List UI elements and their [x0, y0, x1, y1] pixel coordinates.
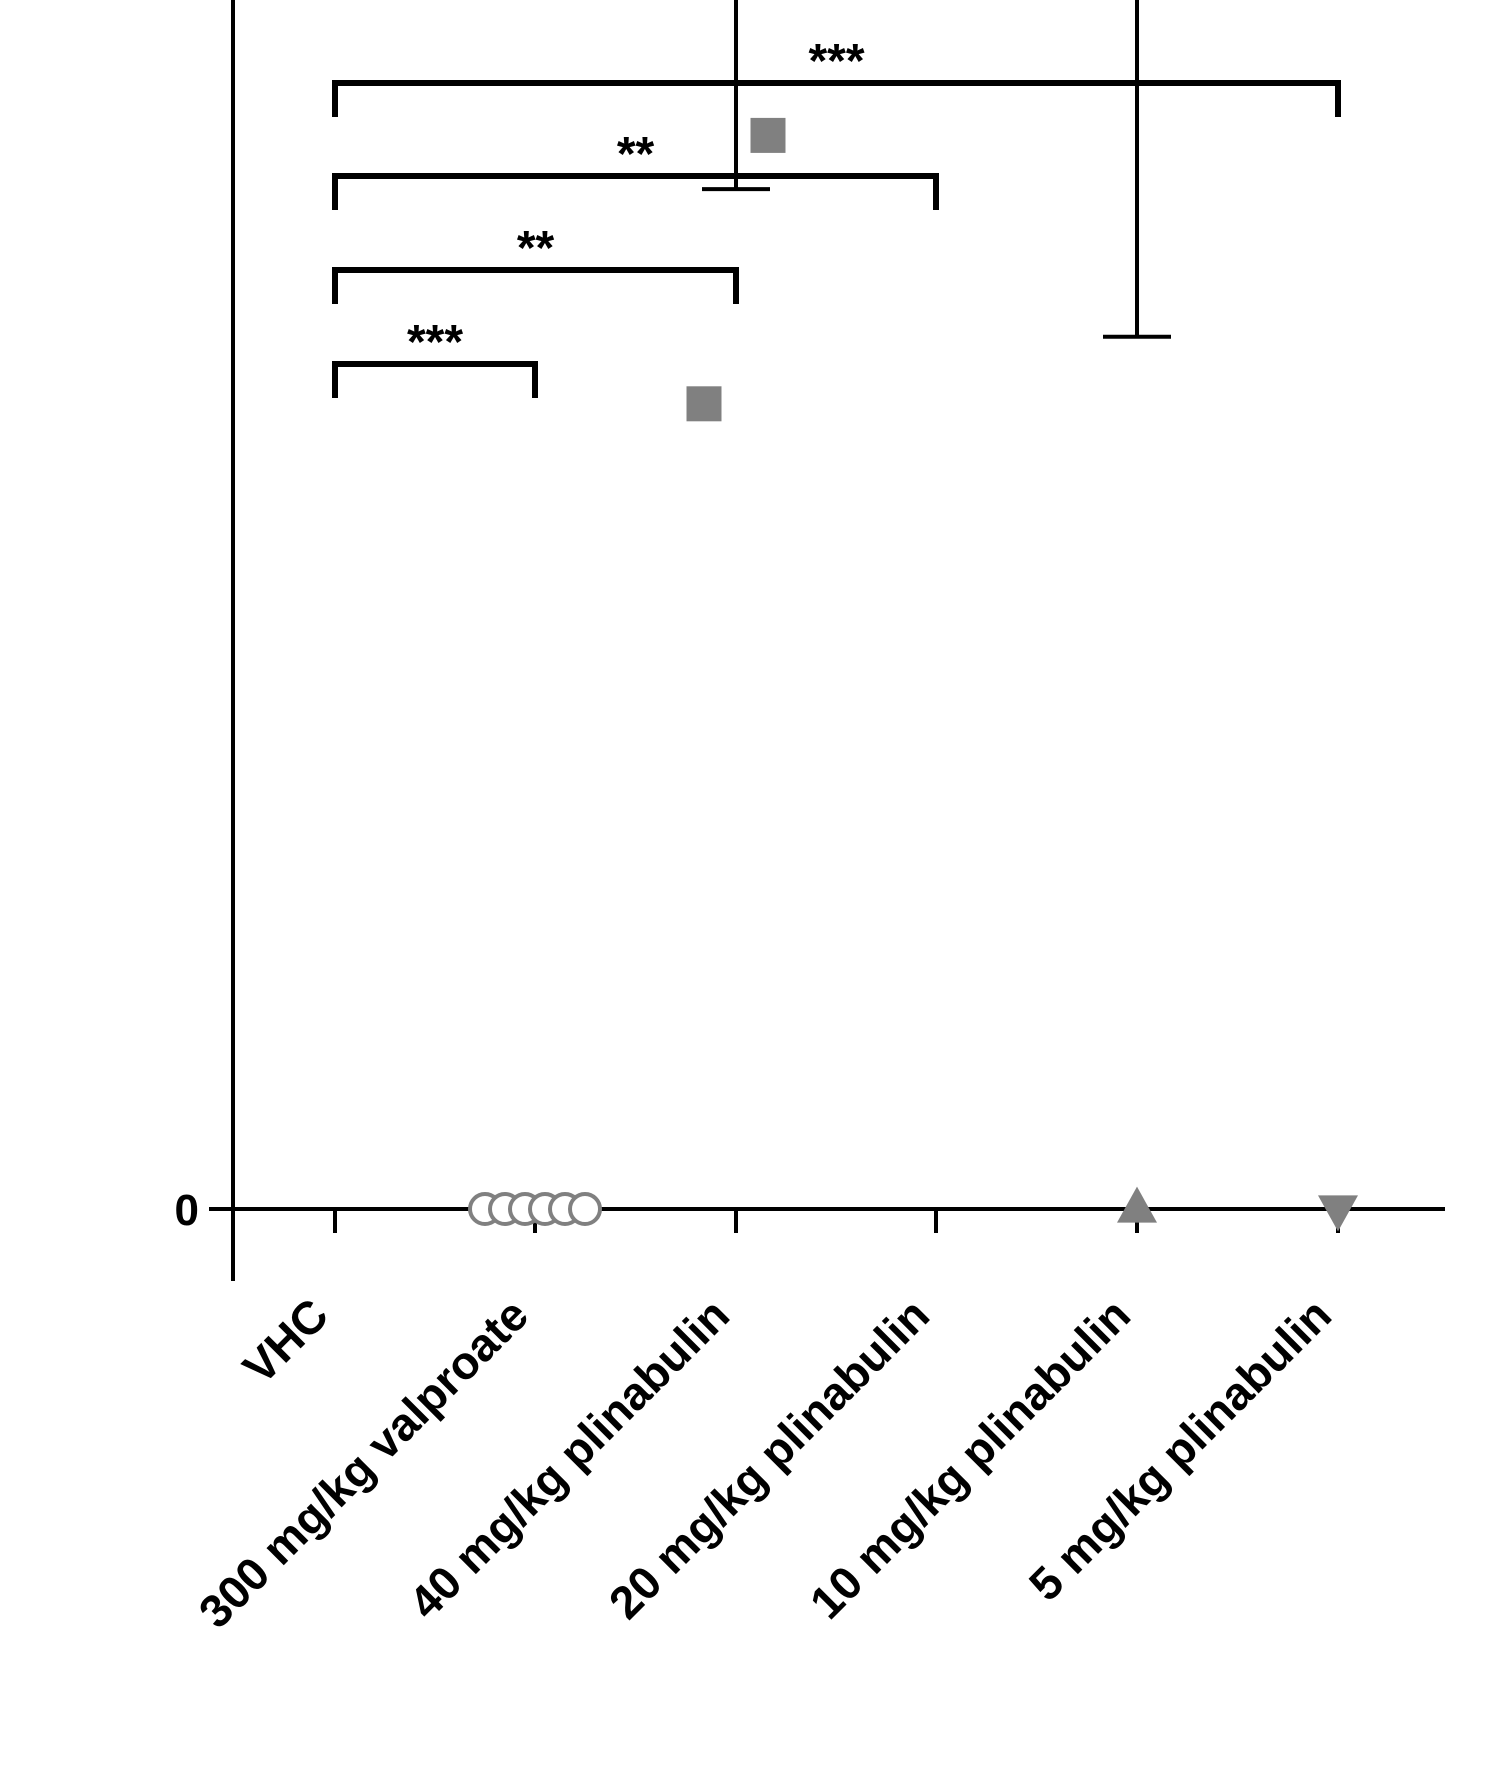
mean-sd-bars	[702, 0, 1171, 339]
significance-brackets: **********	[332, 35, 1341, 398]
data-point-square	[750, 117, 786, 153]
data-points	[468, 117, 1358, 1232]
significance-label: **	[617, 128, 655, 181]
y-tick-label: 0	[175, 1186, 199, 1235]
x-category-label: VHC	[233, 1288, 338, 1393]
significance-bracket	[332, 80, 1341, 117]
x-category-label: 300 mg/kg valproate	[189, 1288, 539, 1638]
data-point-triangle-down	[1318, 1195, 1358, 1232]
significance-bracket	[332, 267, 739, 304]
data-point-triangle-up	[1117, 1186, 1157, 1223]
significance-bracket	[332, 173, 939, 210]
significance-label: **	[517, 222, 555, 275]
chart-axes	[209, 0, 1445, 1281]
significance-bracket	[332, 361, 538, 398]
data-point-square	[686, 386, 722, 422]
data-point-circle	[568, 1192, 602, 1226]
significance-label: ***	[407, 316, 463, 369]
x-category-label: 20 mg/kg plinabulin	[599, 1288, 939, 1628]
significance-label: ***	[808, 35, 864, 88]
